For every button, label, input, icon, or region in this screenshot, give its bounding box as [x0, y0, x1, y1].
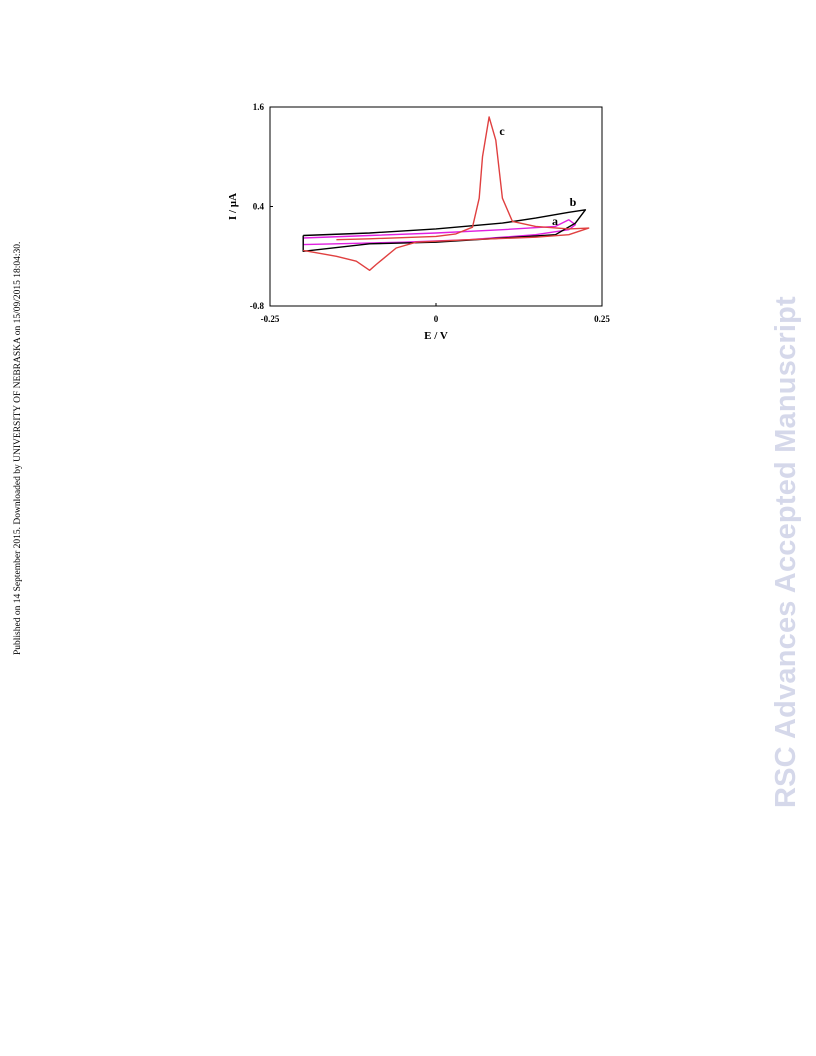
x-tick-label: 0: [434, 314, 439, 324]
y-tick-label: 1.6: [253, 102, 265, 112]
y-tick-label: 0.4: [253, 202, 265, 212]
series-a-curve: [302, 219, 577, 246]
series-b-curve: [302, 209, 587, 252]
plot-frame: [269, 106, 603, 307]
series-c-label: c: [499, 124, 505, 138]
x-tick-label: -0.25: [261, 314, 280, 324]
x-axis-title: E / V: [424, 330, 448, 342]
y-axis-title: I / µA: [227, 193, 239, 220]
y-tick-label: -0.8: [250, 301, 265, 311]
watermark-text: RSC Advances Accepted Manuscript: [770, 296, 802, 808]
series-a-label: a: [552, 214, 558, 228]
series-c-curve: [303, 116, 590, 271]
series-b-label: b: [570, 195, 577, 209]
x-tick-label: 0.25: [594, 314, 610, 324]
